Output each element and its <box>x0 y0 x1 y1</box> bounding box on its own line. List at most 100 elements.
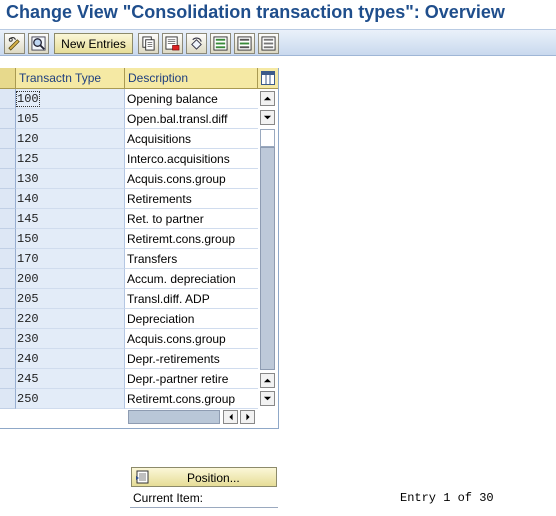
row-selector[interactable] <box>0 189 16 209</box>
row-selector[interactable] <box>0 309 16 329</box>
table-row[interactable]: 130 Acquis.cons.group <box>0 169 258 189</box>
deselect-all-button[interactable] <box>258 33 279 54</box>
undo-button[interactable] <box>186 33 207 54</box>
row-selector[interactable] <box>0 229 16 249</box>
details-button[interactable] <box>28 33 49 54</box>
table-row[interactable]: 125 Interco.acquisitions <box>0 149 258 169</box>
arrow-right-icon <box>245 413 250 421</box>
description-cell[interactable]: Depr.-partner retire <box>125 369 258 389</box>
description-cell[interactable]: Interco.acquisitions <box>125 149 258 169</box>
table-settings-icon <box>261 71 275 85</box>
table-row[interactable]: 170 Transfers <box>0 249 258 269</box>
application-toolbar: New Entries <box>0 29 556 56</box>
row-selector[interactable] <box>0 269 16 289</box>
column-header-transaction-type[interactable]: Transactn Type <box>16 68 125 89</box>
transaction-type-value: 205 <box>17 292 39 306</box>
title-bar: Change View "Consolidation transaction t… <box>0 0 556 28</box>
description-cell[interactable]: Accum. depreciation <box>125 269 258 289</box>
row-selector[interactable] <box>0 329 16 349</box>
description-cell[interactable]: Acquis.cons.group <box>125 169 258 189</box>
select-block-button[interactable] <box>234 33 255 54</box>
description-cell[interactable]: Ret. to partner <box>125 209 258 229</box>
vertical-scrollbar[interactable] <box>258 89 278 409</box>
row-selector[interactable] <box>0 249 16 269</box>
scroll-left-button[interactable] <box>223 410 238 424</box>
row-selector[interactable] <box>0 169 16 189</box>
column-header-description[interactable]: Description <box>125 68 258 89</box>
horizontal-scroll-thumb[interactable] <box>128 410 220 424</box>
table-row[interactable]: 250 Retiremt.cons.group <box>0 389 258 409</box>
row-selector[interactable] <box>0 209 16 229</box>
select-all-rows-cell[interactable] <box>0 68 16 89</box>
transaction-type-cell[interactable]: 100 <box>16 89 125 109</box>
arrow-up-icon <box>263 378 272 383</box>
transaction-type-value: 245 <box>17 372 39 386</box>
table-row[interactable]: 220 Depreciation <box>0 309 258 329</box>
table-settings-button[interactable] <box>258 68 278 89</box>
row-selector[interactable] <box>0 89 16 109</box>
transaction-type-cell[interactable]: 145 <box>16 209 125 229</box>
transaction-type-value: 170 <box>17 252 39 266</box>
select-all-button[interactable] <box>210 33 231 54</box>
scroll-up-button[interactable] <box>260 91 275 106</box>
transaction-type-cell[interactable]: 200 <box>16 269 125 289</box>
row-selector[interactable] <box>0 349 16 369</box>
description-cell[interactable]: Opening balance <box>125 89 258 109</box>
transaction-type-value: 120 <box>17 132 39 146</box>
transaction-type-cell[interactable]: 140 <box>16 189 125 209</box>
description-cell[interactable]: Transl.diff. ADP <box>125 289 258 309</box>
scroll-track[interactable] <box>260 129 275 147</box>
arrow-up-icon <box>263 96 272 101</box>
transaction-type-cell[interactable]: 130 <box>16 169 125 189</box>
description-cell[interactable]: Transfers <box>125 249 258 269</box>
transaction-type-cell[interactable]: 150 <box>16 229 125 249</box>
row-selector[interactable] <box>0 149 16 169</box>
display-change-button[interactable] <box>4 33 25 54</box>
description-cell[interactable]: Depreciation <box>125 309 258 329</box>
transaction-type-cell[interactable]: 170 <box>16 249 125 269</box>
table-row[interactable]: 240 Depr.-retirements <box>0 349 258 369</box>
row-selector[interactable] <box>0 289 16 309</box>
description-cell[interactable]: Retiremt.cons.group <box>125 229 258 249</box>
transaction-type-value: 220 <box>17 312 39 326</box>
table-row[interactable]: 150 Retiremt.cons.group <box>0 229 258 249</box>
table-row[interactable]: 205 Transl.diff. ADP <box>0 289 258 309</box>
description-cell[interactable]: Depr.-retirements <box>125 349 258 369</box>
table-row[interactable]: 120 Acquisitions <box>0 129 258 149</box>
transaction-type-cell[interactable]: 120 <box>16 129 125 149</box>
divider <box>130 507 278 508</box>
transaction-type-cell[interactable]: 105 <box>16 109 125 129</box>
description-cell[interactable]: Open.bal.transl.diff <box>125 109 258 129</box>
page-up-button[interactable] <box>260 373 275 388</box>
row-selector[interactable] <box>0 389 16 409</box>
delete-button[interactable] <box>162 33 183 54</box>
scroll-down-button[interactable] <box>260 110 275 125</box>
description-cell[interactable]: Acquisitions <box>125 129 258 149</box>
description-cell[interactable]: Acquis.cons.group <box>125 329 258 349</box>
table-row[interactable]: 230 Acquis.cons.group <box>0 329 258 349</box>
scroll-right-button[interactable] <box>240 410 255 424</box>
transaction-type-cell[interactable]: 230 <box>16 329 125 349</box>
copy-button[interactable] <box>138 33 159 54</box>
description-cell[interactable]: Retiremt.cons.group <box>125 389 258 409</box>
table-row[interactable]: 100 Opening balance <box>0 89 258 109</box>
transaction-type-cell[interactable]: 205 <box>16 289 125 309</box>
row-selector[interactable] <box>0 369 16 389</box>
transaction-type-cell[interactable]: 245 <box>16 369 125 389</box>
scroll-thumb[interactable] <box>260 147 275 370</box>
row-selector[interactable] <box>0 109 16 129</box>
table-row[interactable]: 140 Retirements <box>0 189 258 209</box>
page-down-button[interactable] <box>260 391 275 406</box>
transaction-type-cell[interactable]: 250 <box>16 389 125 409</box>
description-cell[interactable]: Retirements <box>125 189 258 209</box>
table-row[interactable]: 105 Open.bal.transl.diff <box>0 109 258 129</box>
transaction-type-cell[interactable]: 220 <box>16 309 125 329</box>
table-row[interactable]: 200 Accum. depreciation <box>0 269 258 289</box>
table-row[interactable]: 245 Depr.-partner retire <box>0 369 258 389</box>
transaction-type-cell[interactable]: 125 <box>16 149 125 169</box>
transaction-type-cell[interactable]: 240 <box>16 349 125 369</box>
row-selector[interactable] <box>0 129 16 149</box>
new-entries-button[interactable]: New Entries <box>54 33 133 54</box>
table-row[interactable]: 145 Ret. to partner <box>0 209 258 229</box>
position-button[interactable]: Position... <box>131 467 277 487</box>
